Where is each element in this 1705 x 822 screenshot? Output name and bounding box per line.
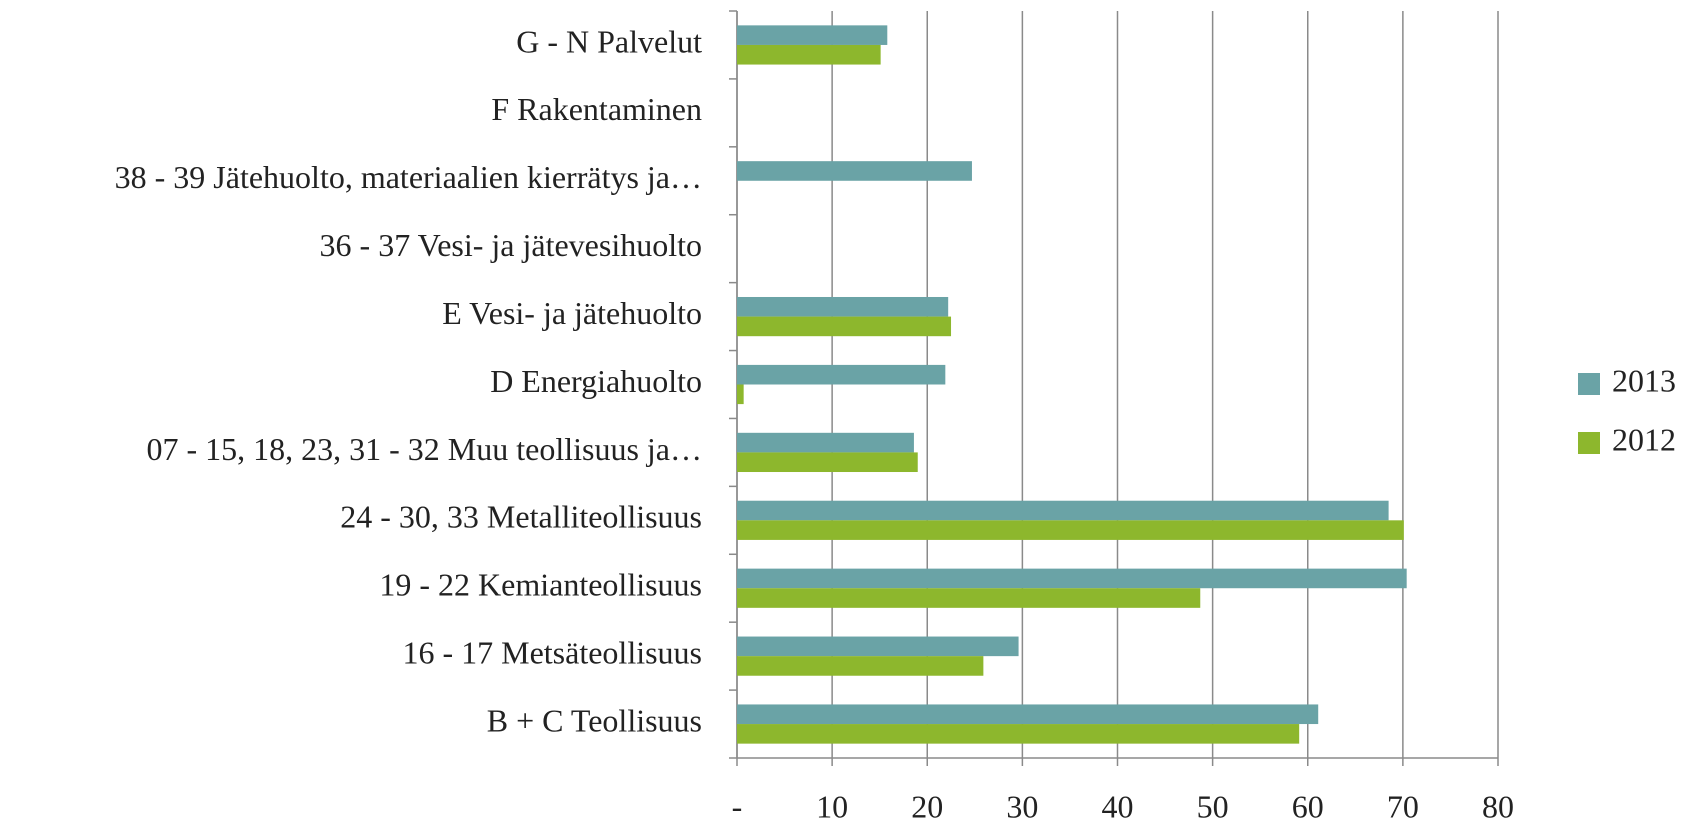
x-tick-label: - [732, 788, 743, 822]
x-tick-label: 50 [1197, 788, 1229, 822]
bar [737, 364, 946, 385]
y-tick-label: D Energiahuolto [490, 363, 702, 399]
bar [737, 568, 1407, 589]
y-tick-label: 24 - 30, 33 Metalliteollisuus [340, 499, 702, 535]
bar [737, 432, 914, 453]
x-tick-label: 20 [911, 788, 943, 822]
y-tick-label: 38 - 39 Jätehuolto, materiaalien kierrät… [115, 159, 702, 195]
bar [737, 520, 1404, 540]
y-tick-label: E Vesi- ja jätehuolto [442, 295, 702, 331]
bar [737, 704, 1319, 725]
bar [737, 452, 918, 473]
x-tick-label: 40 [1102, 788, 1134, 822]
bar [737, 384, 744, 405]
bar [737, 500, 1389, 521]
bar [737, 656, 984, 676]
legend-label: 2013 [1612, 362, 1676, 398]
x-tick-label: 10 [816, 788, 848, 822]
x-tick-label: 80 [1482, 788, 1514, 822]
bar [737, 724, 1300, 744]
bar [737, 636, 1019, 657]
y-tick-label: 07 - 15, 18, 23, 31 - 32 Muu teollisuus … [146, 431, 702, 467]
x-tick-label: 60 [1292, 788, 1324, 822]
bar [737, 161, 972, 181]
y-tick-label: F Rakentaminen [491, 91, 702, 127]
y-tick-label: B + C Teollisuus [487, 702, 702, 738]
x-tick-label: 30 [1006, 788, 1038, 822]
bar [737, 44, 881, 65]
x-tick-label: 70 [1387, 788, 1419, 822]
y-tick-label: 19 - 22 Kemianteollisuus [379, 567, 702, 603]
y-tick-label: 36 - 37 Vesi- ja jätevesihuolto [320, 227, 702, 263]
y-tick-label: G - N Palvelut [516, 23, 702, 59]
bar [737, 25, 888, 45]
bar [737, 296, 949, 317]
legend-swatch [1578, 373, 1600, 395]
legend-swatch [1578, 432, 1600, 454]
y-tick-label: 16 - 17 Metsäteollisuus [402, 634, 702, 670]
bar [737, 316, 952, 337]
bar [737, 588, 1201, 608]
legend-label: 2012 [1612, 421, 1676, 457]
